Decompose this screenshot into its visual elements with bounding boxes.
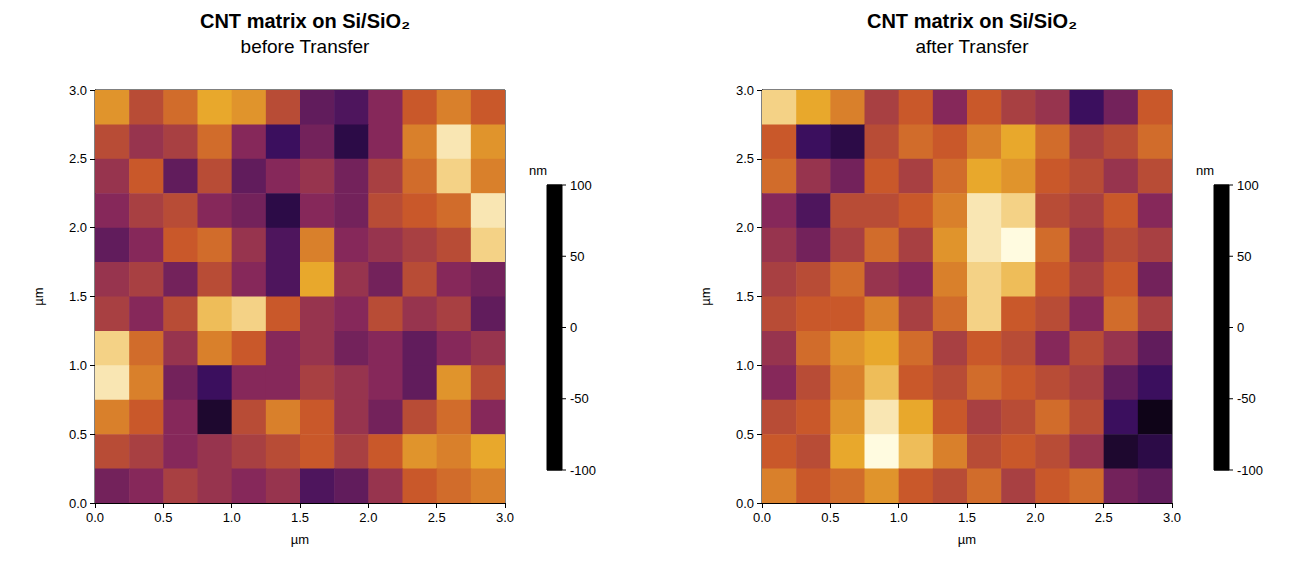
- svg-text:2.0: 2.0: [359, 510, 377, 525]
- svg-text:0.0: 0.0: [736, 496, 754, 511]
- svg-text:after Transfer: after Transfer: [916, 36, 1030, 57]
- svg-text:CNT matrix on Si/SiO₂: CNT matrix on Si/SiO₂: [200, 10, 410, 32]
- svg-text:0.5: 0.5: [69, 427, 87, 442]
- svg-text:-100: -100: [1237, 463, 1263, 478]
- svg-text:0.5: 0.5: [821, 510, 839, 525]
- svg-text:0: 0: [570, 320, 577, 335]
- svg-text:before Transfer: before Transfer: [241, 36, 371, 57]
- svg-text:µm: µm: [958, 532, 976, 547]
- svg-text:0.5: 0.5: [736, 427, 754, 442]
- svg-text:0.0: 0.0: [86, 510, 104, 525]
- svg-text:1.5: 1.5: [958, 510, 976, 525]
- svg-text:0.0: 0.0: [753, 510, 771, 525]
- svg-text:0.5: 0.5: [154, 510, 172, 525]
- svg-text:1.0: 1.0: [736, 358, 754, 373]
- svg-text:1.0: 1.0: [223, 510, 241, 525]
- svg-text:1.5: 1.5: [69, 289, 87, 304]
- svg-text:100: 100: [1237, 178, 1259, 193]
- svg-text:0: 0: [1237, 320, 1244, 335]
- svg-text:2.5: 2.5: [736, 151, 754, 166]
- svg-text:2.5: 2.5: [1095, 510, 1113, 525]
- svg-text:µm: µm: [31, 287, 46, 305]
- svg-text:2.0: 2.0: [736, 220, 754, 235]
- svg-text:3.0: 3.0: [736, 83, 754, 98]
- svg-text:CNT matrix on Si/SiO₂: CNT matrix on Si/SiO₂: [867, 10, 1077, 32]
- svg-text:2.5: 2.5: [69, 151, 87, 166]
- svg-text:2.5: 2.5: [428, 510, 446, 525]
- svg-text:50: 50: [1237, 249, 1251, 264]
- svg-text:µm: µm: [291, 532, 309, 547]
- svg-text:1.0: 1.0: [890, 510, 908, 525]
- svg-text:1.0: 1.0: [69, 358, 87, 373]
- svg-text:-50: -50: [1237, 391, 1256, 406]
- svg-text:1.5: 1.5: [291, 510, 309, 525]
- svg-text:100: 100: [570, 178, 592, 193]
- svg-text:µm: µm: [698, 287, 713, 305]
- svg-text:-50: -50: [570, 391, 589, 406]
- svg-text:50: 50: [570, 249, 584, 264]
- svg-text:0.0: 0.0: [69, 496, 87, 511]
- svg-text:3.0: 3.0: [496, 510, 514, 525]
- svg-text:2.0: 2.0: [1026, 510, 1044, 525]
- svg-text:3.0: 3.0: [69, 83, 87, 98]
- svg-text:1.5: 1.5: [736, 289, 754, 304]
- svg-text:2.0: 2.0: [69, 220, 87, 235]
- svg-text:-100: -100: [570, 463, 596, 478]
- svg-text:nm: nm: [529, 163, 547, 178]
- svg-text:3.0: 3.0: [1163, 510, 1181, 525]
- svg-text:nm: nm: [1196, 163, 1214, 178]
